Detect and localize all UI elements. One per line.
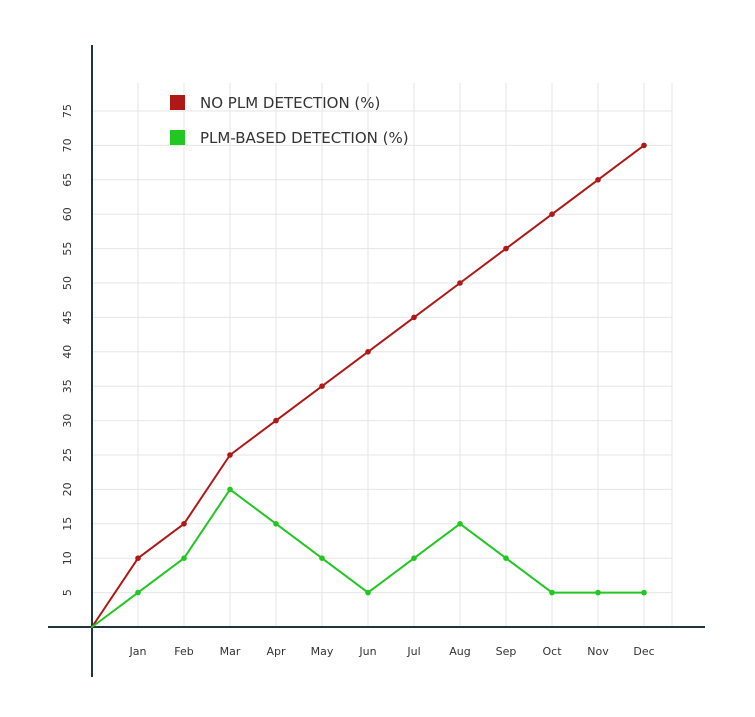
data-point-2-feb bbox=[181, 555, 187, 561]
legend-item-plm-based: PLM-BASED DETECTION (%) bbox=[170, 129, 409, 147]
data-point-2-apr bbox=[273, 521, 279, 527]
data-point-1-nov bbox=[595, 177, 601, 183]
data-point-1-jul bbox=[411, 314, 417, 321]
y-tick-label: 35 bbox=[61, 379, 74, 393]
data-point-2-may bbox=[319, 555, 325, 561]
legend-swatch-plm-based bbox=[170, 130, 185, 145]
x-tick-label-apr: Apr bbox=[266, 645, 286, 658]
series bbox=[91, 142, 647, 628]
data-point-1-sep bbox=[503, 245, 509, 252]
data-point-2-aug bbox=[457, 521, 463, 527]
x-tick-label-dec: Dec bbox=[633, 645, 654, 658]
data-point-2-jan bbox=[135, 589, 141, 596]
data-point-2-oct bbox=[549, 589, 555, 596]
y-tick-label: 50 bbox=[61, 276, 74, 290]
y-tick-label: 20 bbox=[61, 482, 74, 496]
series-2 bbox=[91, 486, 647, 628]
x-tick-label-oct: Oct bbox=[542, 645, 562, 658]
data-point-1-jan bbox=[135, 555, 141, 561]
data-point-1-mar bbox=[227, 452, 233, 458]
y-tick-label: 5 bbox=[61, 589, 74, 596]
x-tick-labels: Jan Feb Mar Apr May Jun Jul Aug Sep Oct Nov Dec bbox=[129, 645, 655, 658]
data-point-1-dec bbox=[641, 142, 647, 149]
x-tick-label-jul: Jul bbox=[406, 645, 420, 658]
data-point-1-may bbox=[319, 383, 325, 390]
data-point-1-oct bbox=[549, 211, 555, 217]
data-point-1-feb bbox=[181, 521, 187, 527]
data-point-1-jun bbox=[365, 349, 371, 355]
x-tick-label-aug: Aug bbox=[449, 645, 470, 658]
y-tick-label: 70 bbox=[61, 138, 74, 152]
y-tick-label: 45 bbox=[61, 310, 74, 324]
y-tick-label: 65 bbox=[61, 173, 74, 187]
y-tick-label: 75 bbox=[61, 104, 74, 118]
x-tick-label-feb: Feb bbox=[174, 645, 193, 658]
x-tick-label-may: May bbox=[311, 645, 334, 658]
x-tick-label-sep: Sep bbox=[496, 645, 517, 658]
grid bbox=[92, 83, 673, 627]
y-tick-label: 30 bbox=[61, 414, 74, 428]
x-tick-label-jan: Jan bbox=[129, 645, 147, 658]
x-tick-label-jun: Jun bbox=[358, 645, 376, 658]
legend-label-plm-based: PLM-BASED DETECTION (%) bbox=[200, 129, 409, 147]
x-tick-label-nov: Nov bbox=[587, 645, 609, 658]
data-point-1-aug bbox=[457, 280, 463, 286]
data-point-2-jun bbox=[365, 589, 371, 596]
legend: NO PLM DETECTION (%) PLM-BASED DETECTION… bbox=[170, 94, 409, 147]
y-tick-label: 55 bbox=[61, 242, 74, 256]
series-1 bbox=[91, 142, 647, 628]
x-tick-label-mar: Mar bbox=[220, 645, 241, 658]
data-point-2-nov bbox=[595, 589, 601, 596]
legend-label-no-plm: NO PLM DETECTION (%) bbox=[200, 94, 380, 112]
data-point-2-sep bbox=[503, 555, 509, 561]
y-tick-labels: 5 10 15 20 25 30 35 40 45 50 55 60 65 70 75 bbox=[61, 104, 74, 596]
y-tick-label: 25 bbox=[61, 448, 74, 462]
y-tick-label: 15 bbox=[61, 517, 74, 531]
y-tick-label: 60 bbox=[61, 207, 74, 221]
axes bbox=[48, 45, 705, 677]
legend-swatch-no-plm bbox=[170, 95, 185, 110]
y-tick-label: 10 bbox=[61, 551, 74, 565]
legend-item-no-plm: NO PLM DETECTION (%) bbox=[170, 94, 380, 112]
data-point-2-dec bbox=[641, 589, 647, 596]
data-point-1-apr bbox=[273, 417, 279, 424]
y-tick-label: 40 bbox=[61, 345, 74, 359]
data-point-2-jul bbox=[411, 555, 417, 561]
data-point-2-mar bbox=[227, 486, 233, 493]
